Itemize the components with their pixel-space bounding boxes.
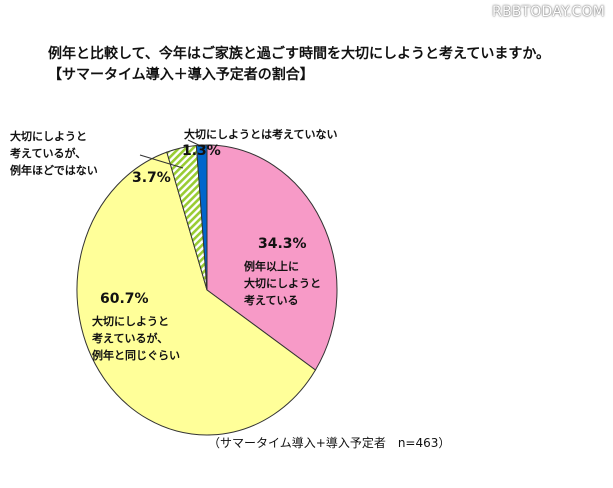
category-label-same-as-usual: 大切にしようと考えているが、例年と同じぐらい (92, 314, 180, 362)
chart-title: 例年と比較して、今年はご家族と過ごす時間を大切にしようと考えていますか。 【サマ… (48, 44, 608, 86)
title-line-1: 例年と比較して、今年はご家族と過ごす時間を大切にしようと考えていますか。 (48, 46, 551, 62)
sample-note: （サマータイム導入+導入予定者 n=463） (208, 436, 451, 450)
category-label-not-considering: 大切にしようとは考えていない (184, 127, 337, 141)
slice-labels: 34.3% 例年以上に大切にしようと考えている 60.7% 大切にしようと考えているが… (10, 127, 337, 362)
watermark: RBBTODAY.COM (492, 4, 605, 20)
pct-label-less-than-usual: 3.7% (132, 170, 171, 186)
slice-not-considering (195, 144, 208, 291)
slice-same-as-usual (76, 151, 317, 436)
pct-label-same-as-usual: 60.7% (100, 291, 149, 307)
leader-lines (139, 139, 206, 169)
leader-line-not-considering (187, 139, 206, 149)
title-line-2: 【サマータイム導入＋導入予定者の割合】 (48, 67, 314, 83)
leader-line-less-than-usual (139, 154, 184, 169)
category-label-more-than-usual: 例年以上に大切にしようと考えている (244, 259, 321, 307)
pie-slices (76, 144, 338, 436)
pct-label-more-than-usual: 34.3% (258, 236, 307, 252)
category-label-less-than-usual: 大切にしようと考えているが、例年ほどではない (10, 129, 98, 177)
pct-label-not-considering: 1.3% (182, 143, 221, 159)
